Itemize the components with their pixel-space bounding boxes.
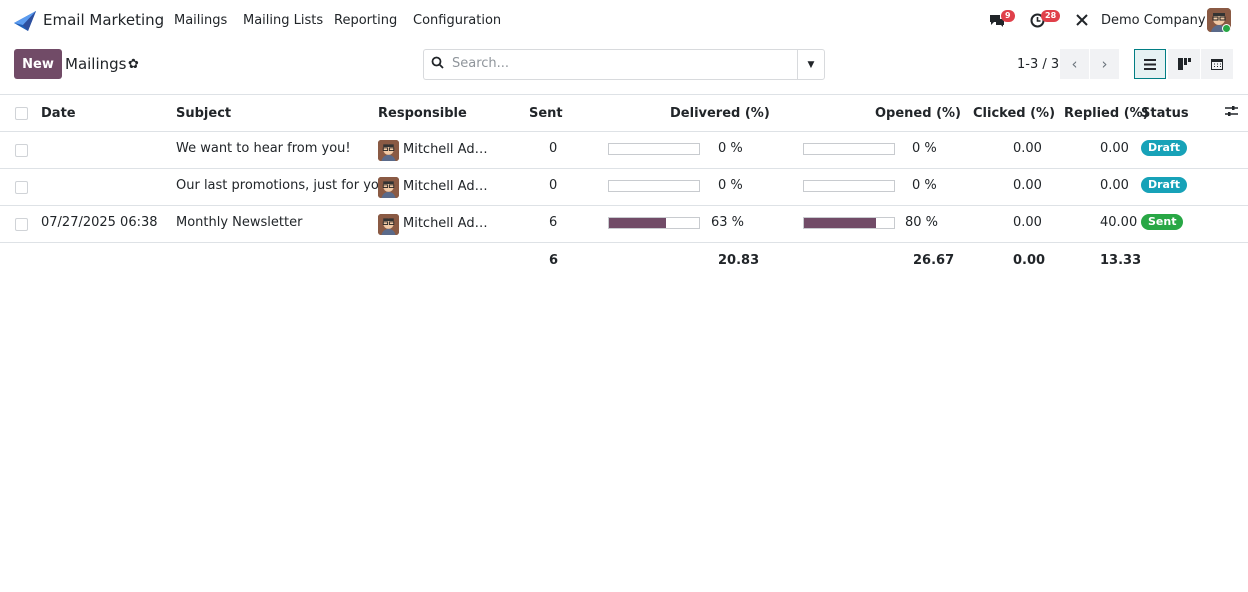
list-view-button[interactable] xyxy=(1134,49,1166,79)
tools-icon[interactable] xyxy=(1075,13,1089,31)
search-input[interactable] xyxy=(452,56,782,71)
total-clicked: 0.00 xyxy=(1013,253,1046,268)
app-name[interactable]: Email Marketing xyxy=(43,11,165,29)
menu-mailing-lists[interactable]: Mailing Lists xyxy=(243,13,324,28)
cell-clicked: 0.00 xyxy=(1013,215,1042,230)
email-marketing-logo-icon[interactable] xyxy=(14,11,36,31)
pager-next-button[interactable]: › xyxy=(1090,49,1119,79)
cell-opened: 0 % xyxy=(912,141,937,156)
gear-icon[interactable]: ✿ xyxy=(128,57,139,72)
column-header-replied[interactable]: Replied (%) xyxy=(1064,106,1149,121)
search-options-toggle[interactable]: ▼ xyxy=(797,49,825,80)
column-header-clicked[interactable]: Clicked (%) xyxy=(973,106,1056,121)
kanban-icon xyxy=(1177,58,1191,70)
cell-replied: 0.00 xyxy=(1100,178,1129,193)
status-badge: Draft xyxy=(1141,177,1188,193)
company-switcher[interactable]: Demo Company xyxy=(1101,13,1206,28)
column-header-opened[interactable]: Opened (%) xyxy=(875,106,961,121)
cell-sent: 6 xyxy=(549,215,558,230)
cell-clicked: 0.00 xyxy=(1013,141,1042,156)
chevron-right-icon: › xyxy=(1101,55,1108,73)
search-icon xyxy=(431,56,444,73)
cell-sent: 0 xyxy=(549,141,558,156)
opened-progress-fill xyxy=(804,218,876,228)
cell-responsible: Mitchell Ad… xyxy=(403,142,488,157)
page-title: Mailings xyxy=(65,55,127,73)
new-button[interactable]: New xyxy=(14,49,62,79)
select-all-checkbox[interactable] xyxy=(15,107,28,120)
column-header-status[interactable]: Status xyxy=(1141,106,1189,121)
avatar xyxy=(378,177,399,198)
calendar-icon xyxy=(1211,59,1223,70)
totals-row: 6 20.83 26.67 0.00 13.33 xyxy=(0,244,1248,278)
total-delivered: 20.83 xyxy=(718,253,760,268)
column-header-subject[interactable]: Subject xyxy=(176,106,232,121)
column-header-delivered[interactable]: Delivered (%) xyxy=(670,106,770,121)
messages-badge: 9 xyxy=(1001,10,1015,22)
pager-previous-button[interactable]: ‹ xyxy=(1060,49,1089,79)
row-checkbox[interactable] xyxy=(15,181,28,194)
menu-configuration[interactable]: Configuration xyxy=(413,13,502,28)
cell-subject: Our last promotions, just for you! xyxy=(176,178,393,193)
cell-replied: 0.00 xyxy=(1100,141,1129,156)
status-badge: Draft xyxy=(1141,140,1188,156)
delivered-progress-fill xyxy=(609,218,666,228)
cell-clicked: 0.00 xyxy=(1013,178,1042,193)
column-header-responsible[interactable]: Responsible xyxy=(378,106,467,121)
opened-progress-bar xyxy=(803,143,895,155)
online-status-indicator xyxy=(1222,24,1231,33)
optional-columns-toggle-icon[interactable] xyxy=(1225,105,1238,121)
cell-sent: 0 xyxy=(549,178,558,193)
status-badge: Sent xyxy=(1141,214,1184,230)
opened-progress-bar xyxy=(803,180,895,192)
cell-opened: 80 % xyxy=(905,215,939,230)
menu-reporting[interactable]: Reporting xyxy=(334,13,398,28)
delivered-progress-bar xyxy=(608,143,700,155)
list-header: Date Subject Responsible Sent Delivered … xyxy=(0,94,1248,132)
cell-subject: We want to hear from you! xyxy=(176,141,351,156)
cell-delivered: 0 % xyxy=(718,141,743,156)
row-checkbox[interactable] xyxy=(15,144,28,157)
delivered-progress-bar xyxy=(608,180,700,192)
cell-opened: 0 % xyxy=(912,178,937,193)
menu-mailings[interactable]: Mailings xyxy=(174,13,228,28)
avatar xyxy=(378,140,399,161)
total-opened: 26.67 xyxy=(913,253,955,268)
cell-date: 07/27/2025 06:38 xyxy=(41,215,158,230)
search-bar xyxy=(423,49,798,80)
caret-down-icon: ▼ xyxy=(807,59,815,70)
column-header-date[interactable]: Date xyxy=(41,106,76,121)
table-row[interactable]: We want to hear from you! Mitchell Ad… 0… xyxy=(0,132,1248,169)
top-navbar: Email Marketing Mailings Mailing Lists R… xyxy=(0,0,1248,42)
cell-replied: 40.00 xyxy=(1100,215,1138,230)
chevron-left-icon: ‹ xyxy=(1071,55,1078,73)
cell-delivered: 0 % xyxy=(718,178,743,193)
column-header-sent[interactable]: Sent xyxy=(529,106,563,121)
kanban-view-button[interactable] xyxy=(1168,49,1200,79)
total-sent: 6 xyxy=(549,253,559,268)
messages-icon[interactable] xyxy=(988,13,1006,32)
table-row[interactable]: 07/27/2025 06:38 Monthly Newsletter Mitc… xyxy=(0,206,1248,243)
cell-subject: Monthly Newsletter xyxy=(176,215,303,230)
total-replied: 13.33 xyxy=(1100,253,1142,268)
list-icon xyxy=(1144,58,1156,70)
avatar xyxy=(378,214,399,235)
cell-responsible: Mitchell Ad… xyxy=(403,179,488,194)
activities-badge: 28 xyxy=(1041,10,1061,22)
row-checkbox[interactable] xyxy=(15,218,28,231)
cell-responsible: Mitchell Ad… xyxy=(403,216,488,231)
pager-value[interactable]: 1-3 / 3 xyxy=(1017,57,1060,72)
calendar-view-button[interactable] xyxy=(1201,49,1233,79)
table-row[interactable]: Our last promotions, just for you! Mitch… xyxy=(0,169,1248,206)
delivered-progress-bar xyxy=(608,217,700,229)
opened-progress-bar xyxy=(803,217,895,229)
cell-delivered: 63 % xyxy=(711,215,745,230)
